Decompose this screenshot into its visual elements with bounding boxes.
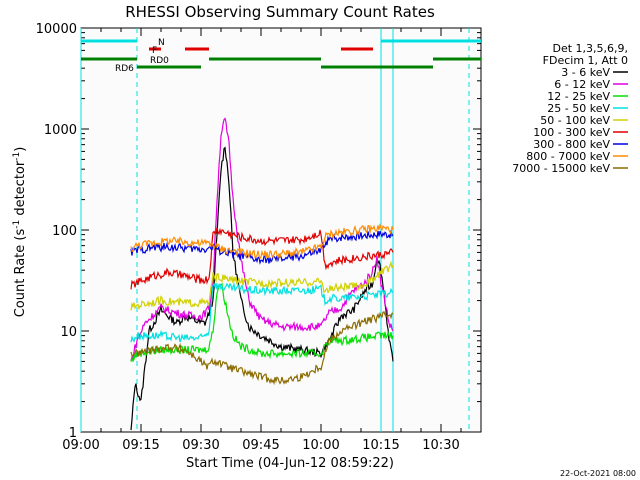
flag-label: RD6 (115, 64, 134, 74)
series-line (130, 146, 394, 431)
series-line (130, 227, 394, 290)
x-tick-label: 09:45 (242, 438, 279, 453)
legend-header: Det 1,3,5,6,9, (552, 42, 628, 55)
legend-entry-label: 300 - 800 keV (533, 138, 610, 151)
series-line (130, 230, 394, 265)
y-tick-label: 10 (60, 325, 77, 340)
series-line (130, 222, 394, 260)
series-line (130, 282, 394, 343)
legend-entry-label: 25 - 50 keV (547, 102, 610, 115)
footer-timestamp: 22-Oct-2021 08:00 (560, 469, 636, 478)
x-tick-label: 09:15 (122, 438, 159, 453)
x-tick-label: 10:00 (302, 438, 339, 453)
legend-header: FDecim 1, Att 0 (543, 54, 628, 67)
series-line (130, 117, 394, 361)
y-tick-label: 1000 (44, 123, 77, 138)
y-axis-label: Count Rate (s-1 detector-1) (12, 147, 28, 318)
flag-label: F (152, 46, 157, 56)
legend-entry-label: 100 - 300 keV (533, 126, 610, 139)
y-tick-label: 100 (52, 224, 77, 239)
x-tick-label: 10:30 (422, 438, 459, 453)
y-tick-label: 10000 (36, 22, 77, 37)
y-tick-labels: 1 10 100 1000 10000 (36, 22, 77, 441)
x-tick-label: 10:15 (362, 438, 399, 453)
x-tick-labels: 09:00 09:15 09:30 09:45 10:00 10:15 10:30 (62, 438, 459, 453)
series-lines (130, 117, 394, 431)
legend-entry-label: 3 - 6 keV (561, 66, 610, 79)
legend-entry-label: 7000 - 15000 keV (512, 162, 610, 175)
flag-label: RD0 (150, 56, 169, 66)
legend: Det 1,3,5,6,9,FDecim 1, Att 03 - 6 keV6 … (512, 42, 628, 175)
series-line (130, 311, 394, 386)
chart-title: RHESSI Observing Summary Count Rates (125, 3, 435, 21)
plot-area (80, 27, 482, 433)
series-line (130, 282, 394, 363)
legend-entry-label: 50 - 100 keV (540, 114, 610, 127)
x-tick-label: 09:00 (62, 438, 99, 453)
x-tick-label: 09:30 (182, 438, 219, 453)
y-tick-label: 1 (69, 426, 77, 441)
legend-entry-label: 12 - 25 keV (547, 90, 610, 103)
series-line (130, 260, 394, 311)
flag-label: N (158, 38, 165, 48)
legend-entry-label: 6 - 12 keV (554, 78, 610, 91)
x-axis-label: Start Time (04-Jun-12 08:59:22) (186, 456, 394, 471)
legend-entry-label: 800 - 7000 keV (526, 150, 610, 163)
